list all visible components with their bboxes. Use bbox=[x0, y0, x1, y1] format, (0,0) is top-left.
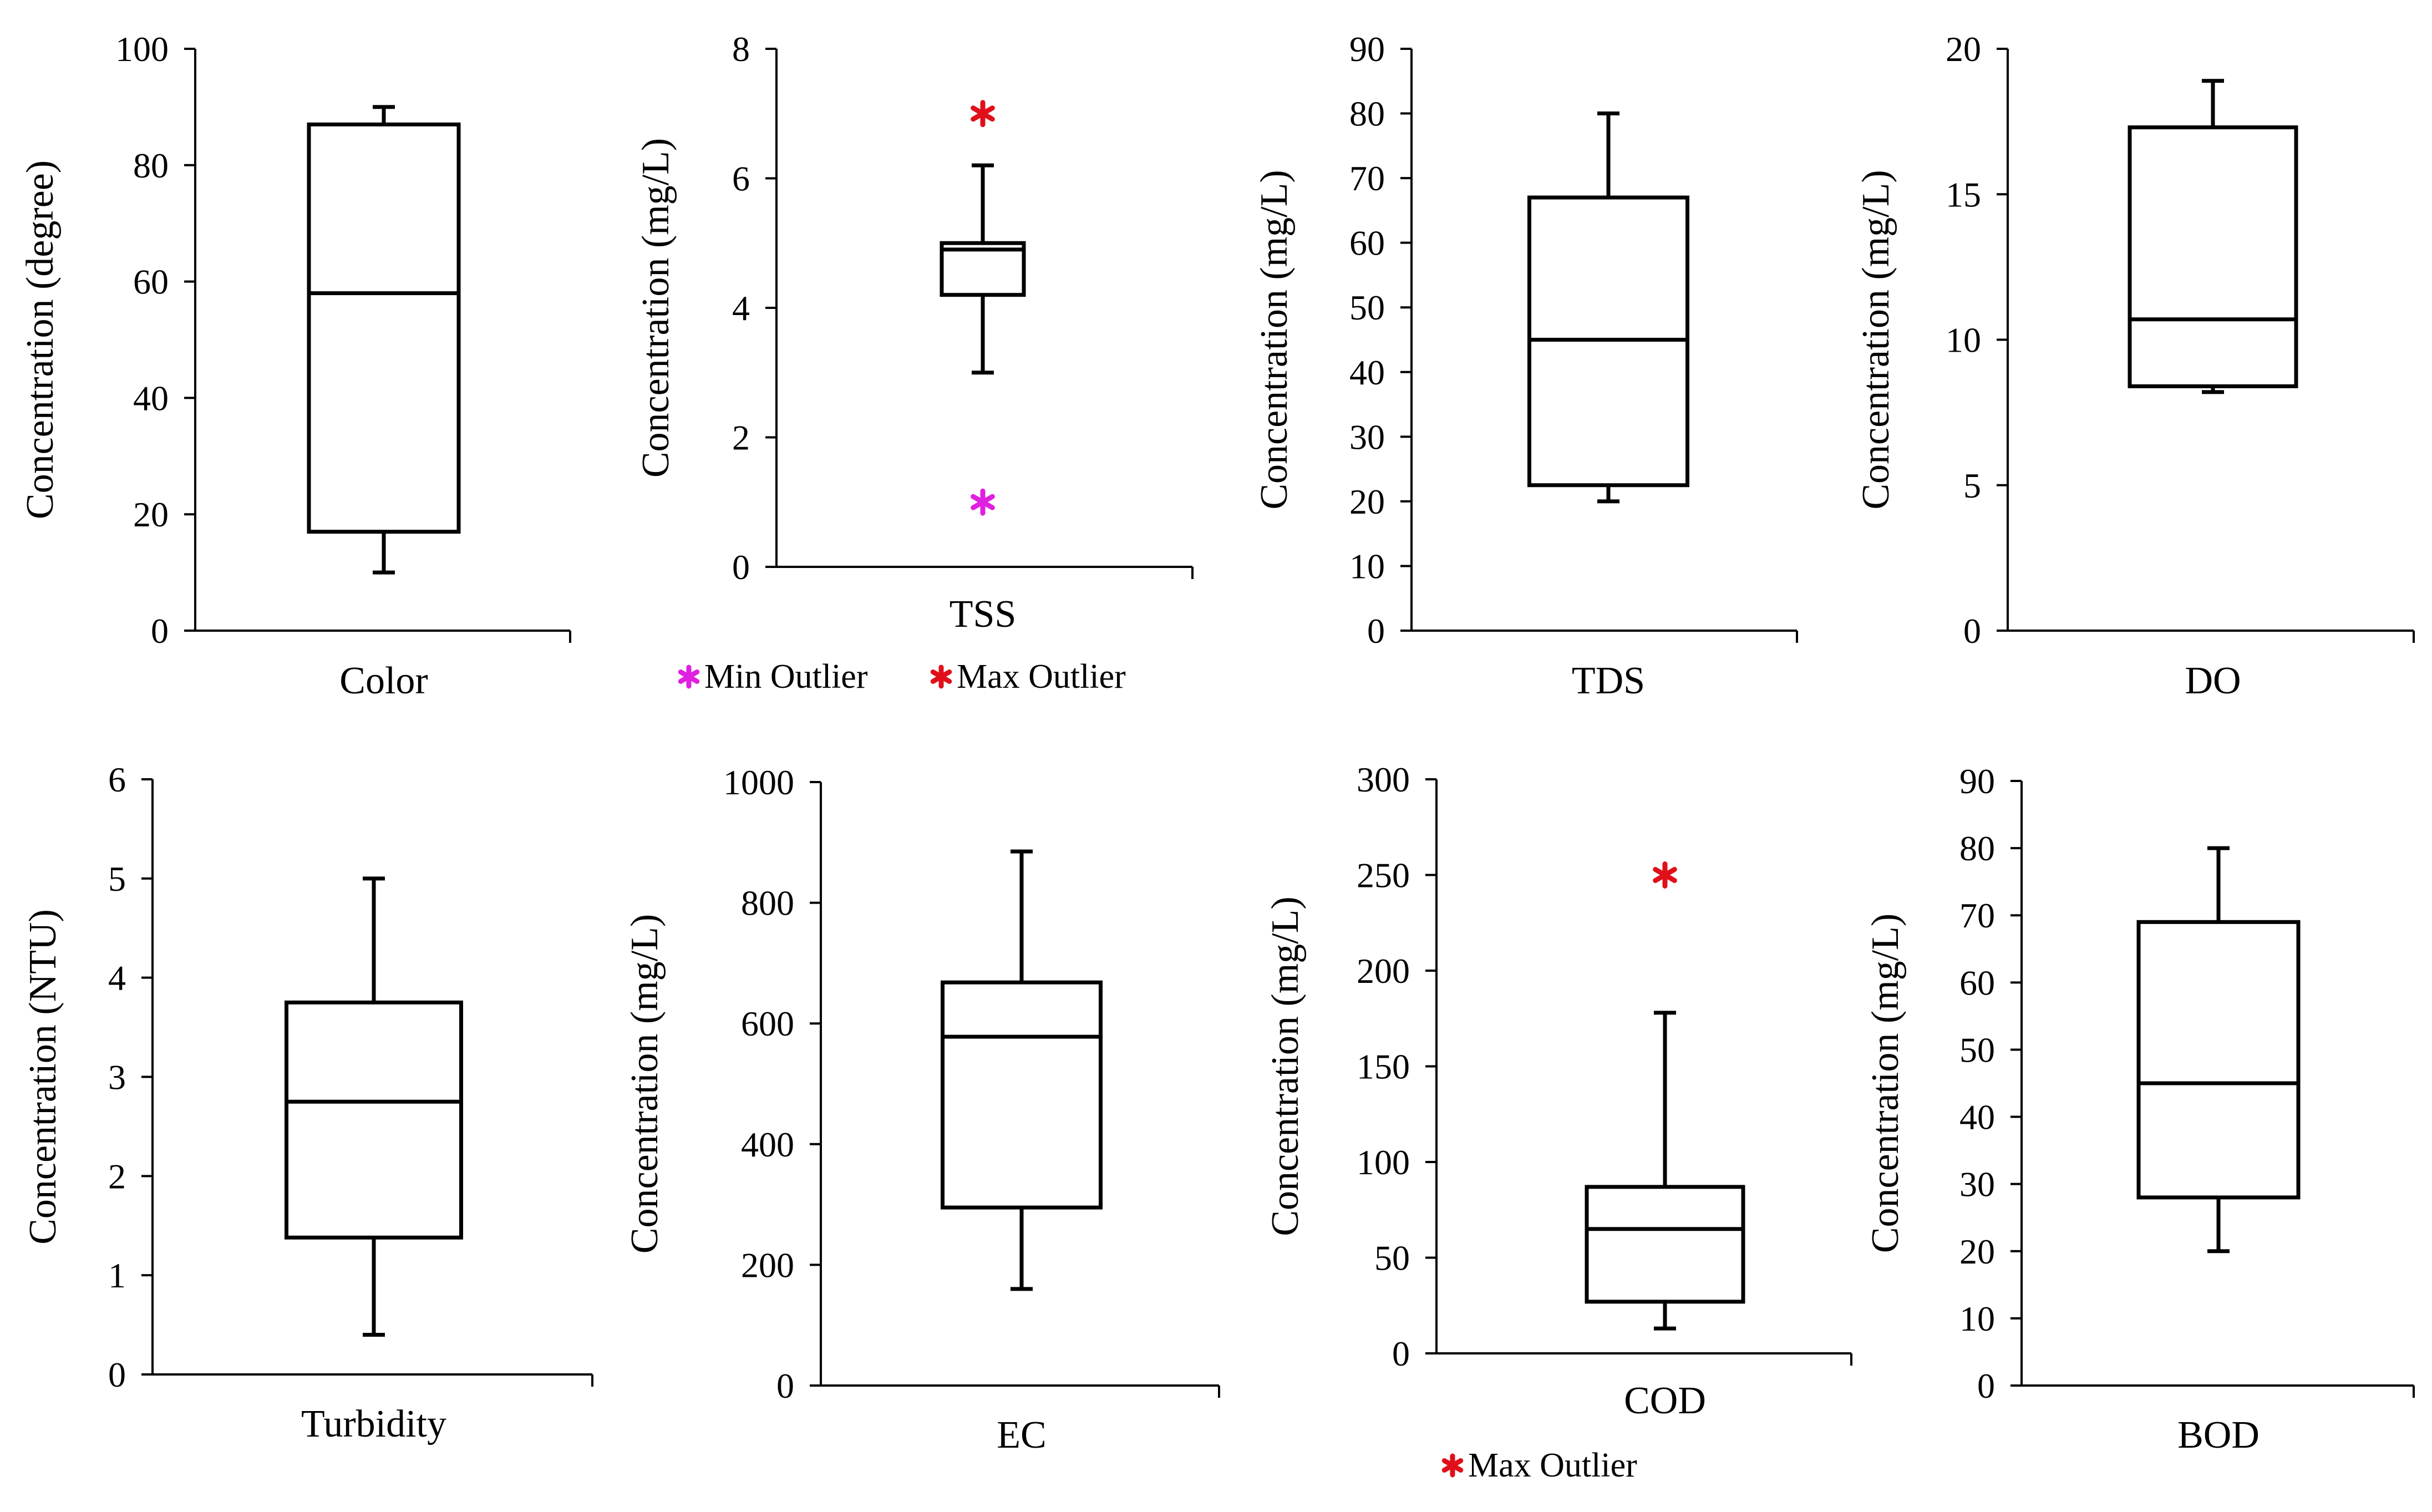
y-tick-label: 2 bbox=[732, 418, 750, 458]
y-tick-label: 60 bbox=[1959, 963, 1995, 1002]
y-tick-label: 100 bbox=[1357, 1143, 1410, 1182]
y-tick-label: 15 bbox=[1946, 175, 1981, 214]
y-tick-label: 6 bbox=[732, 159, 750, 199]
y-tick-label: 80 bbox=[1959, 829, 1995, 868]
y-tick-label: 3 bbox=[108, 1058, 126, 1097]
iqr-box bbox=[940, 241, 1026, 297]
y-tick-label: 10 bbox=[1349, 546, 1385, 586]
x-category-label: DO bbox=[2185, 659, 2241, 702]
panel-tds: 0 10 20 30 40 50 60 70 80 90 Concentration (mg/L) T… bbox=[1253, 29, 1798, 702]
y-tick-label: 0 bbox=[108, 1355, 126, 1394]
y-tick-label: 2 bbox=[108, 1156, 126, 1196]
y-tick-label: 5 bbox=[108, 859, 126, 899]
y-tick-label: 0 bbox=[776, 1366, 794, 1406]
iqr-box bbox=[2128, 125, 2298, 388]
legend-label: Max Outlier bbox=[957, 658, 1126, 696]
x-category-label: TDS bbox=[1572, 659, 1645, 702]
y-tick-label: 0 bbox=[1963, 611, 1981, 651]
y-tick-label: 50 bbox=[1349, 288, 1385, 327]
legend: Min Outlier Max Outlier bbox=[678, 658, 1126, 696]
y-tick-label: 1 bbox=[108, 1256, 126, 1295]
x-category-label: Color bbox=[339, 659, 428, 702]
y-tick-label: 200 bbox=[1357, 951, 1410, 991]
y-tick-label: 8 bbox=[732, 29, 750, 69]
y-tick-label: 80 bbox=[1349, 94, 1385, 134]
y-tick-label: 80 bbox=[133, 146, 169, 185]
y-tick-label: 20 bbox=[133, 495, 169, 534]
y-tick-label: 70 bbox=[1959, 896, 1995, 935]
panel-ec: 0 200 400 600 800 1000 Concentration (mg/L) EC bbox=[623, 763, 1220, 1457]
y-tick-label: 90 bbox=[1349, 29, 1385, 69]
y-tick-label: 50 bbox=[1959, 1030, 1995, 1069]
iqr-box bbox=[1585, 1185, 1745, 1304]
iqr-box bbox=[2136, 920, 2301, 1200]
y-tick-label: 0 bbox=[1392, 1334, 1410, 1373]
legend-label: Max Outlier bbox=[1468, 1447, 1637, 1484]
y-axis-label: Concentration (degree) bbox=[19, 160, 62, 519]
x-category-label: Turbidity bbox=[301, 1403, 446, 1445]
min-outlier-legend-icon bbox=[678, 664, 700, 689]
iqr-box bbox=[941, 980, 1103, 1210]
y-tick-label: 200 bbox=[741, 1245, 794, 1285]
x-category-label: TSS bbox=[950, 593, 1017, 636]
y-tick-label: 10 bbox=[1959, 1299, 1995, 1338]
y-tick-label: 0 bbox=[1367, 611, 1385, 651]
panel-color: 0 20 40 60 80 100 Concentration (degree) Color bbox=[19, 29, 571, 702]
y-tick-label: 0 bbox=[732, 547, 750, 587]
y-tick-label: 30 bbox=[1959, 1165, 1995, 1204]
min-outlier-marker bbox=[971, 488, 995, 516]
y-axis-label: Concentration (mg/L) bbox=[1864, 914, 1907, 1253]
x-category-label: COD bbox=[1624, 1379, 1706, 1422]
y-tick-label: 4 bbox=[732, 288, 750, 328]
y-tick-label: 70 bbox=[1349, 159, 1385, 198]
y-tick-label: 5 bbox=[1963, 466, 1981, 505]
y-tick-label: 10 bbox=[1946, 321, 1981, 360]
y-tick-label: 150 bbox=[1357, 1047, 1410, 1087]
panel-cod: 0 50 100 150 200 250 300 Concentration (mg/L) CO… bbox=[1264, 760, 1852, 1484]
y-tick-label: 6 bbox=[108, 760, 126, 799]
y-tick-label: 0 bbox=[1977, 1366, 1995, 1406]
y-tick-label: 600 bbox=[741, 1004, 794, 1043]
y-axis-label: Concentration (mg/L) bbox=[623, 914, 666, 1254]
y-tick-label: 40 bbox=[133, 378, 169, 418]
y-tick-label: 60 bbox=[133, 262, 169, 302]
y-tick-label: 4 bbox=[108, 958, 126, 998]
y-axis-label: Concentration (mg/L) bbox=[1855, 170, 1897, 509]
iqr-box bbox=[307, 122, 461, 534]
legend-label: Min Outlier bbox=[704, 658, 868, 696]
y-tick-label: 60 bbox=[1349, 224, 1385, 263]
x-category-label: BOD bbox=[2177, 1414, 2260, 1457]
legend: Max Outlier bbox=[1441, 1447, 1637, 1484]
y-tick-label: 90 bbox=[1959, 762, 1995, 801]
y-axis-label: Concentration (mg/L) bbox=[634, 138, 677, 478]
y-tick-label: 20 bbox=[1946, 29, 1981, 69]
y-tick-label: 800 bbox=[741, 884, 794, 923]
panel-bod: 0 10 20 30 40 50 60 70 80 90 Concentration (mg/L) B… bbox=[1864, 762, 2415, 1457]
y-tick-label: 40 bbox=[1349, 353, 1385, 392]
max-outlier-legend-icon bbox=[1441, 1453, 1464, 1478]
y-tick-label: 400 bbox=[741, 1125, 794, 1164]
y-tick-label: 20 bbox=[1959, 1232, 1995, 1271]
y-tick-label: 40 bbox=[1959, 1098, 1995, 1137]
y-axis-label: Concentration (mg/L) bbox=[1253, 170, 1296, 509]
max-outlier-legend-icon bbox=[930, 664, 952, 689]
panel-turbidity: 0 1 2 3 4 5 6 Concentration (NTU) Turbidity bbox=[22, 760, 593, 1445]
y-tick-label: 20 bbox=[1349, 482, 1385, 521]
max-outlier-marker bbox=[1653, 861, 1677, 889]
y-tick-label: 50 bbox=[1374, 1239, 1410, 1278]
y-tick-label: 30 bbox=[1349, 417, 1385, 456]
panel-do: 0 5 10 15 20 Concentration (mg/L) DO bbox=[1855, 29, 2415, 702]
x-category-label: EC bbox=[997, 1414, 1046, 1457]
y-tick-label: 300 bbox=[1357, 760, 1410, 799]
y-axis-label: Concentration (NTU) bbox=[22, 909, 64, 1245]
y-tick-label: 100 bbox=[115, 29, 169, 69]
iqr-box bbox=[285, 1000, 463, 1240]
max-outlier-marker bbox=[971, 100, 995, 128]
y-axis-label: Concentration (mg/L) bbox=[1264, 896, 1307, 1236]
y-tick-label: 0 bbox=[151, 611, 169, 651]
y-tick-label: 1000 bbox=[723, 763, 794, 802]
y-tick-label: 250 bbox=[1357, 856, 1410, 895]
